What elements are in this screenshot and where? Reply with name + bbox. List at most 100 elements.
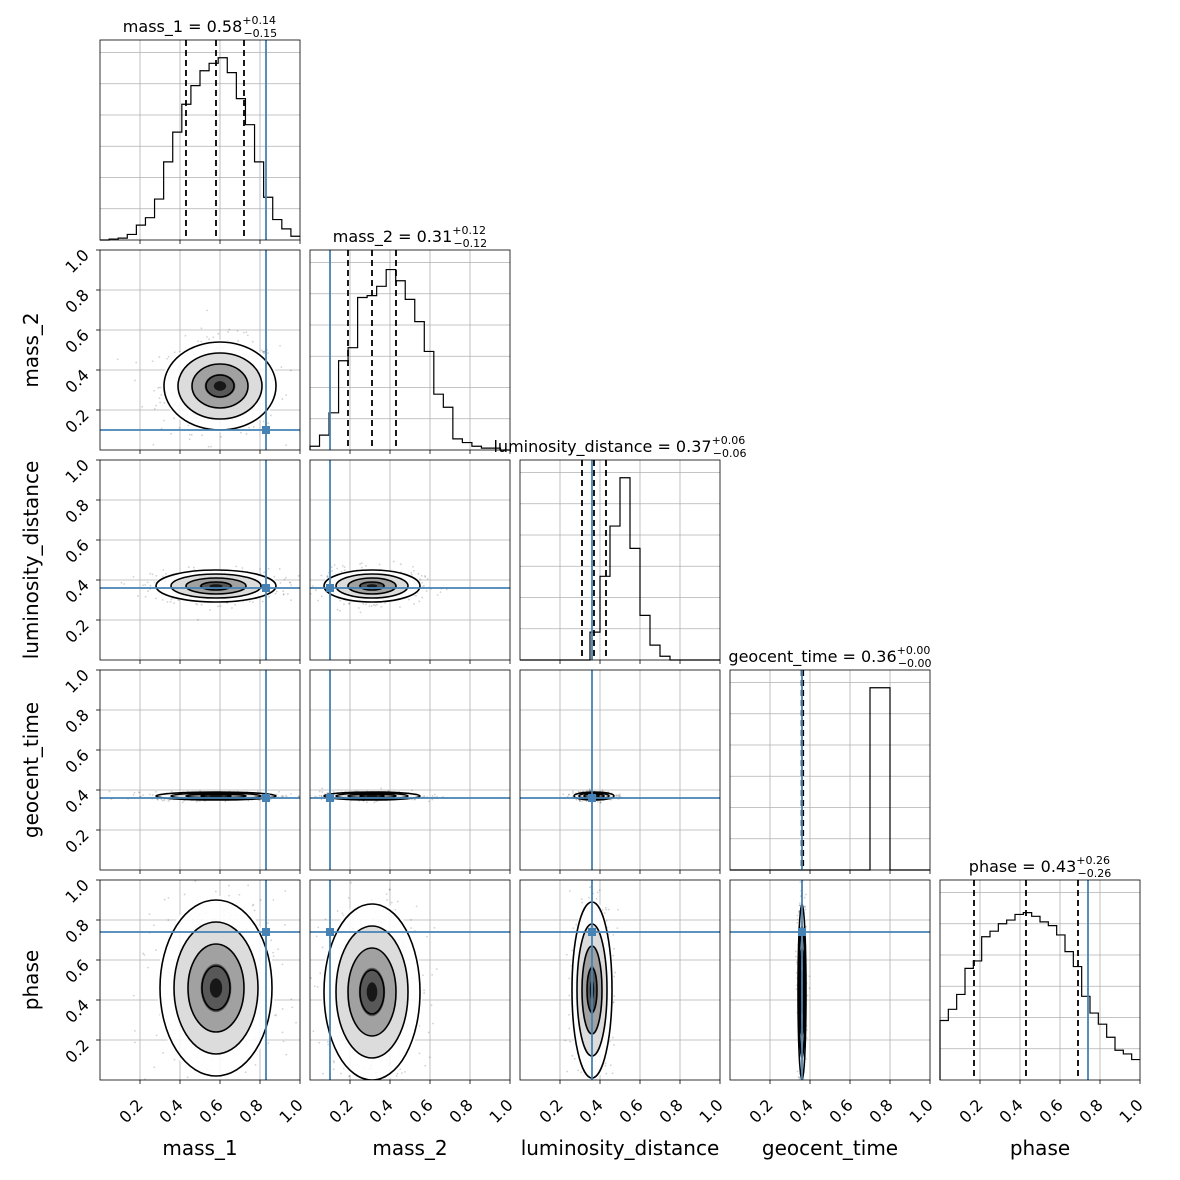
sample-point xyxy=(580,1071,583,1074)
sample-point xyxy=(595,897,598,900)
sample-point xyxy=(132,794,135,796)
sample-point xyxy=(290,584,293,587)
sample-point xyxy=(173,417,175,420)
sample-point xyxy=(167,800,170,802)
sample-point xyxy=(217,332,220,335)
sample-point xyxy=(398,1092,400,1094)
sample-point xyxy=(262,351,265,354)
sample-point xyxy=(418,1052,421,1055)
sample-point xyxy=(166,601,169,603)
joint-panel-mass_2-geocent_time xyxy=(309,669,511,874)
sample-point xyxy=(341,912,344,915)
sample-point xyxy=(155,597,157,600)
sample-point xyxy=(188,438,191,441)
sample-point xyxy=(612,1036,614,1039)
sample-point xyxy=(273,575,276,578)
contour-line xyxy=(347,577,397,595)
sample-point xyxy=(421,596,424,599)
sample-point xyxy=(144,583,147,586)
sample-point xyxy=(359,877,361,879)
joint-panel-luminosity_distance-phase xyxy=(519,863,721,1084)
sample-point xyxy=(239,431,242,434)
sample-point xyxy=(183,893,186,896)
truth-marker xyxy=(326,794,334,802)
sample-point xyxy=(311,585,314,588)
sample-point xyxy=(333,564,336,566)
sample-point xyxy=(326,1040,329,1043)
sample-point xyxy=(289,581,292,584)
sample-point xyxy=(411,789,413,792)
sample-point xyxy=(133,1029,136,1032)
sample-point xyxy=(281,1008,284,1010)
sample-point xyxy=(267,422,270,424)
sample-point xyxy=(389,1098,391,1100)
panel-frame xyxy=(309,459,511,661)
sample-point xyxy=(400,1072,403,1074)
contour-line xyxy=(347,947,397,1037)
sample-point xyxy=(148,793,151,796)
sample-point xyxy=(141,405,144,408)
joint-content xyxy=(100,250,300,465)
truth-marker xyxy=(326,584,334,592)
sample-point xyxy=(228,1098,230,1100)
sample-point xyxy=(307,1022,309,1024)
sample-point xyxy=(290,1127,292,1129)
sample-point xyxy=(285,1053,288,1056)
sample-point xyxy=(359,563,361,565)
sample-point xyxy=(428,800,431,803)
sample-point xyxy=(204,1086,206,1088)
sample-point xyxy=(189,463,191,465)
sample-point xyxy=(616,794,619,797)
joint-content xyxy=(520,670,720,870)
sample-point xyxy=(301,797,303,799)
sample-point xyxy=(348,1075,351,1077)
sample-point xyxy=(614,971,617,974)
hist-panel-phase: phase = 0.43+0.26 −0.26 xyxy=(939,854,1141,1084)
sample-point xyxy=(186,1076,189,1079)
sample-point xyxy=(571,949,574,952)
sample-point xyxy=(220,861,222,863)
joint-content xyxy=(730,880,930,1080)
sample-point xyxy=(169,600,172,603)
sample-point xyxy=(331,570,333,572)
joint-panel-mass_1-luminosity_distance xyxy=(96,459,301,664)
contour-line xyxy=(159,899,273,1077)
sample-point xyxy=(167,355,170,358)
contour-line xyxy=(323,791,421,801)
panel-frame xyxy=(729,669,931,871)
sample-point xyxy=(330,566,333,569)
sample-point xyxy=(123,583,126,585)
sample-point xyxy=(234,603,237,606)
sample-point xyxy=(195,602,197,605)
sample-point xyxy=(575,923,578,926)
sample-point xyxy=(313,985,316,988)
sample-point xyxy=(604,1065,607,1067)
sample-point xyxy=(192,566,195,569)
sample-point xyxy=(262,420,265,423)
sample-point xyxy=(320,595,323,598)
sample-point xyxy=(566,795,569,798)
sample-point xyxy=(341,564,344,567)
sample-point xyxy=(595,863,597,865)
sample-point xyxy=(572,792,574,794)
sample-point xyxy=(566,1070,568,1073)
sample-point xyxy=(612,933,615,936)
sample-point xyxy=(134,379,136,382)
sample-point xyxy=(316,986,319,988)
density-level xyxy=(213,381,227,391)
sample-point xyxy=(305,796,307,798)
truth-marker xyxy=(588,928,596,936)
sample-point xyxy=(326,575,329,577)
sample-point xyxy=(617,908,619,911)
sample-point xyxy=(430,1004,433,1007)
sample-point xyxy=(324,918,327,921)
sample-point xyxy=(280,795,283,798)
sample-point xyxy=(347,896,350,899)
sample-point xyxy=(413,798,416,801)
sample-point xyxy=(568,977,571,980)
sample-point xyxy=(268,595,270,598)
sample-point xyxy=(267,1042,270,1044)
sample-point xyxy=(144,595,147,598)
sample-point xyxy=(274,1014,276,1017)
sample-point xyxy=(116,358,119,361)
